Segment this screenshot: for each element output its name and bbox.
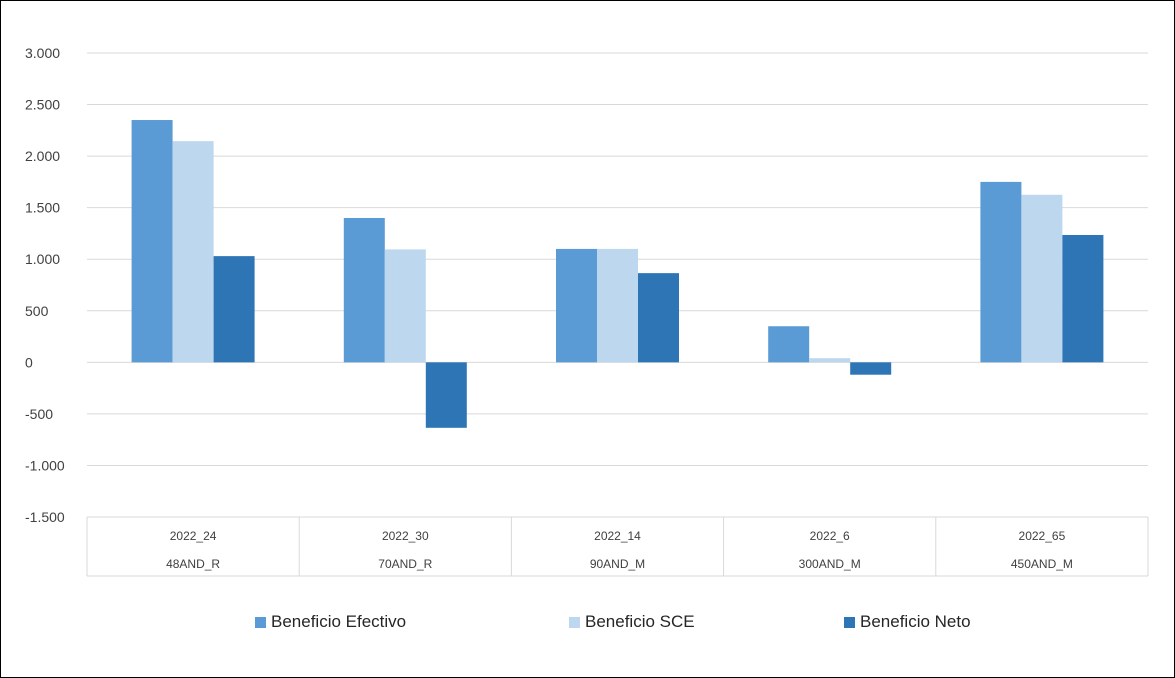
y-axis-labels: 3.000 2.500 2.000 1.500 1.000 500 0 -500 -1.000 -… bbox=[25, 45, 65, 525]
y-tick-label: 3.000 bbox=[25, 45, 60, 61]
bar bbox=[638, 273, 679, 363]
y-tick-label: -500 bbox=[25, 406, 53, 422]
y-tick-label: 1.000 bbox=[25, 251, 60, 267]
legend-swatch bbox=[255, 616, 266, 628]
bar bbox=[384, 249, 426, 363]
bar bbox=[425, 362, 467, 428]
category-label-top: 2022_14 bbox=[594, 529, 641, 543]
bars bbox=[131, 120, 1104, 428]
bar bbox=[1021, 194, 1063, 363]
y-tick-label: 1.500 bbox=[25, 200, 60, 216]
y-tick-label: 2.500 bbox=[25, 97, 60, 113]
bar bbox=[343, 217, 385, 363]
y-tick-label: -1.500 bbox=[25, 509, 65, 525]
bar bbox=[213, 256, 255, 363]
category-label-bottom: 70AND_R bbox=[378, 557, 432, 571]
bar bbox=[768, 326, 810, 363]
y-tick-label: 2.000 bbox=[25, 148, 60, 164]
legend-item-beneficio-sce: Beneficio SCE bbox=[569, 612, 695, 632]
legend-swatch bbox=[844, 616, 855, 628]
legend-label: Beneficio Efectivo bbox=[271, 612, 407, 631]
category-label-top: 2022_24 bbox=[170, 529, 217, 543]
y-tick-label: -1.000 bbox=[25, 457, 65, 473]
bar bbox=[850, 362, 892, 375]
legend-swatch bbox=[569, 616, 580, 628]
category-label-bottom: 450AND_M bbox=[1011, 557, 1073, 571]
category-label-bottom: 300AND_M bbox=[799, 557, 861, 571]
category-axis: 2022_24 48AND_R 2022_30 70AND_R 2022_14 90AND… bbox=[86, 516, 1149, 577]
category-label-top: 2022_30 bbox=[382, 529, 429, 543]
bar bbox=[1062, 234, 1104, 363]
bar bbox=[597, 248, 638, 363]
legend-item-beneficio-efectivo: Beneficio Efectivo bbox=[255, 612, 406, 632]
category-label-bottom: 90AND_M bbox=[590, 557, 645, 571]
category-label-top: 2022_6 bbox=[810, 529, 850, 543]
legend-label: Beneficio SCE bbox=[585, 612, 695, 631]
bar bbox=[809, 358, 851, 363]
legend: Beneficio Efectivo Beneficio SCE Benefic… bbox=[0, 612, 1175, 636]
bar bbox=[556, 248, 597, 363]
legend-label: Beneficio Neto bbox=[860, 612, 971, 631]
category-label-bottom: 48AND_R bbox=[166, 557, 220, 571]
category-label-top: 2022_65 bbox=[1019, 529, 1066, 543]
y-tick-label: 0 bbox=[25, 354, 33, 370]
legend-item-beneficio-neto: Beneficio Neto bbox=[844, 612, 971, 632]
bar bbox=[131, 120, 173, 363]
bar bbox=[172, 141, 214, 363]
y-tick-label: 500 bbox=[25, 303, 49, 319]
bar bbox=[980, 181, 1022, 363]
